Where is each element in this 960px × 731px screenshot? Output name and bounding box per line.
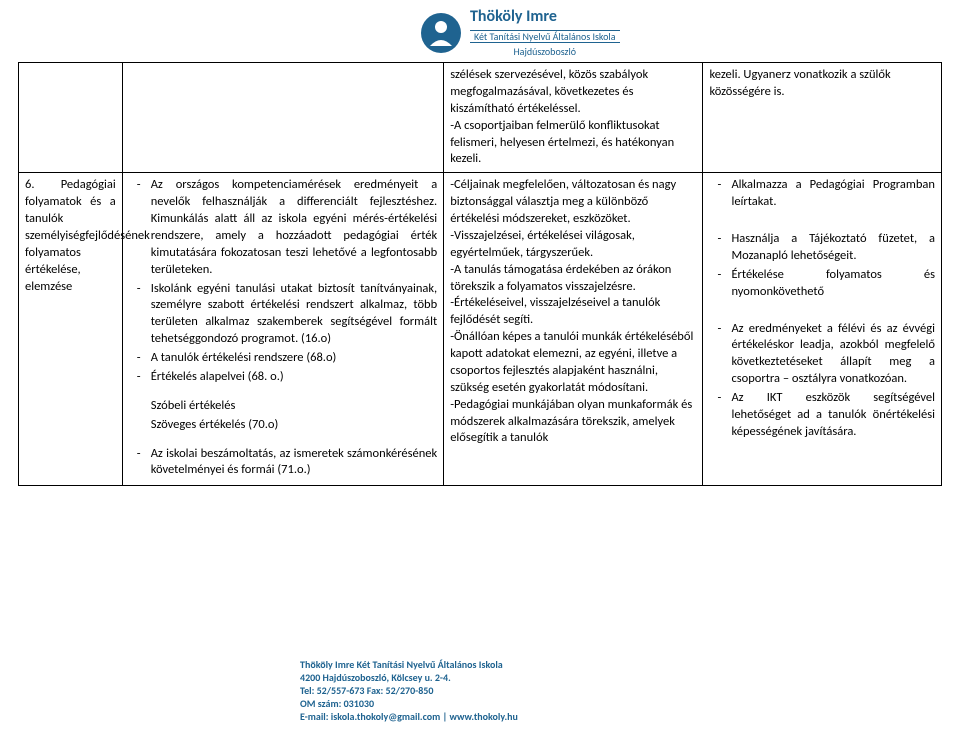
content-table: szélések szervezésével, közös szabályok … <box>18 62 942 486</box>
list-item: Az iskolai beszámoltatás, az ismeretek s… <box>129 446 437 480</box>
school-logo-icon <box>420 12 462 54</box>
page-header: Thököly Imre Két Tanítási Nyelvű Általán… <box>420 8 620 58</box>
cell-r2-c2: Az országos kompetenciamérések eredménye… <box>122 173 443 486</box>
school-name: Thököly Imre <box>470 8 620 26</box>
page-footer: Thököly Imre Két Tanítási Nyelvű Általán… <box>300 658 518 723</box>
col2-mid2: Szöveges értékelés (70.o) <box>129 417 437 434</box>
cell-r2-c3: -Céljainak megfelelően, változatosan és … <box>444 173 703 486</box>
footer-line: Thököly Imre Két Tanítási Nyelvű Általán… <box>300 658 518 671</box>
list-item: Az országos kompetenciamérések eredménye… <box>129 177 437 278</box>
footer-line: E-mail: iskola.thokoly@gmail.com | www.t… <box>300 710 518 723</box>
school-text: Thököly Imre Két Tanítási Nyelvű Általán… <box>470 8 620 58</box>
col4-list-b: Használja a Tájékoztató füzetet, a Mozan… <box>709 231 935 301</box>
list-item: Iskolánk egyéni tanulási utakat biztosít… <box>129 281 437 349</box>
col2-mid1: Szóbeli értékelés <box>129 398 437 415</box>
list-item: Az eredményeket a félévi és az évvégi ér… <box>709 321 935 389</box>
footer-line: OM szám: 031030 <box>300 697 518 710</box>
list-item: Értékelés alapelvei (68. o.) <box>129 369 437 386</box>
cell-r1-c3: szélések szervezésével, közös szabályok … <box>444 63 703 173</box>
list-item: Használja a Tájékoztató füzetet, a Mozan… <box>709 231 935 265</box>
footer-line: 4200 Hajdúszoboszló, Kölcsey u. 2-4. <box>300 671 518 684</box>
cell-r1-c2 <box>122 63 443 173</box>
list-item: Az IKT eszközök segítségével lehetőséget… <box>709 390 935 441</box>
col2-list-a: Az országos kompetenciamérések eredménye… <box>129 177 437 386</box>
col4-list-c: Az eredményeket a félévi és az évvégi ér… <box>709 321 935 441</box>
col4-list: Alkalmazza a Pedagógiai Programban leírt… <box>709 177 935 211</box>
table-row: szélések szervezésével, közös szabályok … <box>19 63 942 173</box>
footer-line: Tel: 52/557-673 Fax: 52/270-850 <box>300 684 518 697</box>
cell-r2-c1: 6. Pedagógiai folyamatok és a tanulók sz… <box>19 173 123 486</box>
list-item: Értékelése folyamatos és nyomonkövethető <box>709 267 935 301</box>
cell-r1-c4: kezeli. Ugyanerz vonatkozik a szülők köz… <box>703 63 942 173</box>
table-row: 6. Pedagógiai folyamatok és a tanulók sz… <box>19 173 942 486</box>
list-item: A tanulók értékelési rendszere (68.o) <box>129 350 437 367</box>
school-subtitle: Két Tanítási Nyelvű Általános Iskola <box>470 30 620 43</box>
school-city: Hajdúszoboszló <box>470 45 620 58</box>
cell-r2-c4: Alkalmazza a Pedagógiai Programban leírt… <box>703 173 942 486</box>
col2-list-b: Az iskolai beszámoltatás, az ismeretek s… <box>129 446 437 480</box>
content-table-wrap: szélések szervezésével, közös szabályok … <box>18 62 942 653</box>
list-item: Alkalmazza a Pedagógiai Programban leírt… <box>709 177 935 211</box>
cell-r1-c1 <box>19 63 123 173</box>
